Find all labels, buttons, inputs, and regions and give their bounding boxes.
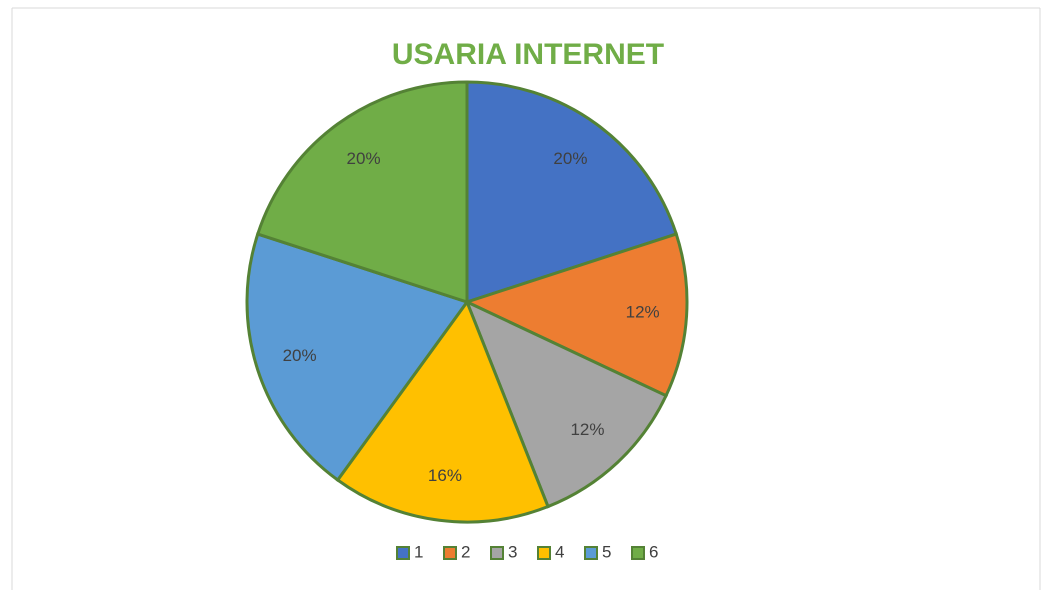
legend-label: 5 [602, 542, 611, 561]
pie-slice [255, 80, 469, 305]
pie-slice [245, 232, 470, 483]
data-label: 20% [553, 149, 587, 168]
data-label: 20% [347, 149, 381, 168]
legend-label: 4 [555, 542, 564, 561]
legend-swatch [537, 546, 551, 560]
legend-swatch [396, 546, 410, 560]
legend-label: 2 [461, 542, 470, 561]
legend-swatch [443, 546, 457, 560]
data-label: 20% [283, 346, 317, 365]
legend-label: 3 [508, 542, 517, 561]
data-label: 16% [428, 466, 462, 485]
legend-swatch [631, 546, 645, 560]
legend-label: 1 [414, 542, 423, 561]
pie-slice [335, 298, 550, 524]
pie-slice [464, 299, 669, 509]
pie-slice [462, 232, 689, 398]
legend-swatch [584, 546, 598, 560]
legend-swatch [490, 546, 504, 560]
legend-label: 6 [649, 542, 658, 561]
chart-title: USARIA INTERNET [392, 38, 664, 71]
data-label: 12% [570, 420, 604, 439]
data-label: 12% [626, 303, 660, 322]
pie-slice [465, 80, 679, 305]
